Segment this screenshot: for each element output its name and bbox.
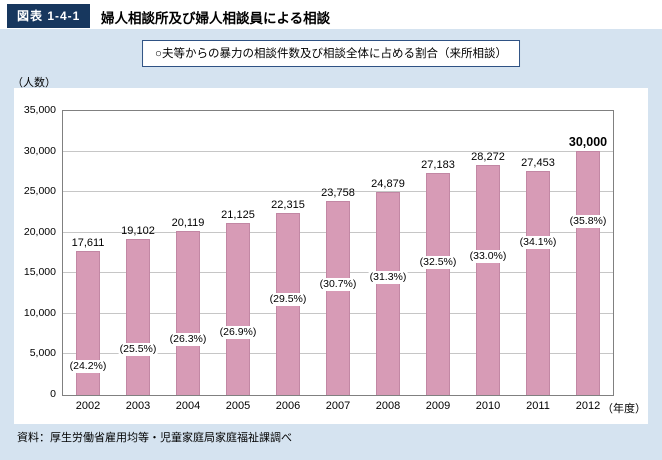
bar-percent-label: (25.5%) xyxy=(118,343,158,357)
bar-percent-label: (31.3%) xyxy=(368,270,408,284)
bar-percent-label: (26.3%) xyxy=(168,333,208,347)
x-tick-label: 2007 xyxy=(325,400,351,412)
bar-percent-label: (29.5%) xyxy=(268,293,308,307)
x-tick-label: 2011 xyxy=(526,400,550,412)
bar xyxy=(476,164,500,395)
bar-column: 27,183 (32.5%) 2009 xyxy=(413,111,463,412)
x-tick-label: 2010 xyxy=(475,400,501,412)
bar-value-label: 20,119 xyxy=(171,216,205,229)
bar-percent-label: (24.2%) xyxy=(68,359,108,373)
plot-area: 17,611 (24.2%) 2002 19,102 (25.5%) 2003 20,119… xyxy=(62,110,614,412)
y-tick-label: 15,000 xyxy=(23,266,56,279)
bar-value-label: 27,453 xyxy=(521,157,555,170)
x-tick-label: 2006 xyxy=(275,400,301,412)
bar-column: 21,125 (26.9%) 2005 xyxy=(213,111,263,412)
bar-value-label: 22,315 xyxy=(271,198,305,211)
bar-percent-label: (26.9%) xyxy=(218,325,258,339)
bar-column: 28,272 (33.0%) 2010 xyxy=(463,111,513,412)
bar xyxy=(376,192,400,395)
bar-column: 23,758 (30.7%) 2007 xyxy=(313,111,363,412)
y-tick-label: 20,000 xyxy=(23,225,56,238)
figure-number-badge: 図表 1-4-1 xyxy=(7,4,91,28)
bar-column: 27,453 (34.1%) 2011 xyxy=(513,111,563,412)
bar-column: 20,119 (26.3%) 2004 xyxy=(163,111,213,412)
y-tick-label: 0 xyxy=(50,388,56,400)
bar-value-label: 19,102 xyxy=(121,225,155,238)
bar-percent-label: (32.5%) xyxy=(418,255,458,269)
x-tick-label: 2008 xyxy=(375,400,401,412)
y-tick-label: 10,000 xyxy=(23,306,56,319)
figure-header: 図表 1-4-1 婦人相談所及び婦人相談員による相談 xyxy=(0,0,662,29)
bar xyxy=(426,173,450,395)
bar-column: 22,315 (29.5%) 2006 xyxy=(263,111,313,412)
chart-panel: 0 5,000 10,000 15,000 20,000 25,000 30,000 35,0… xyxy=(14,88,648,424)
bar xyxy=(576,150,600,395)
bar-percent-label: (30.7%) xyxy=(318,278,358,292)
bar-percent-label: (35.8%) xyxy=(568,214,608,228)
bar-column: 17,611 (24.2%) 2002 xyxy=(63,111,113,412)
bar-value-label: 27,183 xyxy=(421,159,455,172)
y-axis-unit-label: （人数） xyxy=(12,77,56,89)
y-tick-label: 25,000 xyxy=(23,185,56,198)
bar xyxy=(76,251,100,395)
x-tick-label: 2009 xyxy=(425,400,451,412)
bar-value-label: 17,611 xyxy=(71,237,105,250)
bar-column: 24,879 (31.3%) 2008 xyxy=(363,111,413,412)
x-tick-label: 2012 xyxy=(575,400,601,412)
x-tick-label: 2002 xyxy=(75,400,101,412)
y-axis-tick-labels: 0 5,000 10,000 15,000 20,000 25,000 30,000 35,0… xyxy=(14,104,56,400)
x-tick-label: 2005 xyxy=(225,400,251,412)
bar xyxy=(126,239,150,395)
source-note: 資料：厚生労働省雇用均等・児童家庭局家庭福祉課調べ xyxy=(17,432,292,444)
bar-percent-label: (33.0%) xyxy=(468,249,508,263)
bar-value-label: 23,758 xyxy=(321,187,355,200)
gridline xyxy=(63,191,613,193)
bar-value-label: 28,272 xyxy=(471,150,505,163)
figure-title: 婦人相談所及び婦人相談員による相談 xyxy=(101,11,331,26)
y-tick-label: 35,000 xyxy=(23,104,56,116)
chart-legend-box: ○夫等からの暴力の相談件数及び相談全体に占める割合（来所相談） xyxy=(142,40,520,67)
y-tick-label: 5,000 xyxy=(29,347,56,360)
bar-percent-label: (34.1%) xyxy=(518,235,558,249)
y-tick-label: 30,000 xyxy=(23,144,56,157)
x-tick-label: 2004 xyxy=(175,400,201,412)
bar-column: 30,000 (35.8%) 2012 xyxy=(563,111,613,412)
bar-column: 19,102 (25.5%) 2003 xyxy=(113,111,163,412)
bar xyxy=(226,222,250,395)
gridline xyxy=(63,150,613,152)
bar xyxy=(526,171,550,395)
x-tick-label: 2003 xyxy=(125,400,151,412)
bar xyxy=(326,201,350,395)
bar xyxy=(176,230,200,395)
bar-value-label: 30,000 xyxy=(568,134,608,149)
bar-value-label: 21,125 xyxy=(221,208,255,221)
x-axis-unit-label: （年度） xyxy=(602,403,646,415)
bar-value-label: 24,879 xyxy=(371,178,405,191)
chart-legend-text: ○夫等からの暴力の相談件数及び相談全体に占める割合（来所相談） xyxy=(155,48,507,60)
